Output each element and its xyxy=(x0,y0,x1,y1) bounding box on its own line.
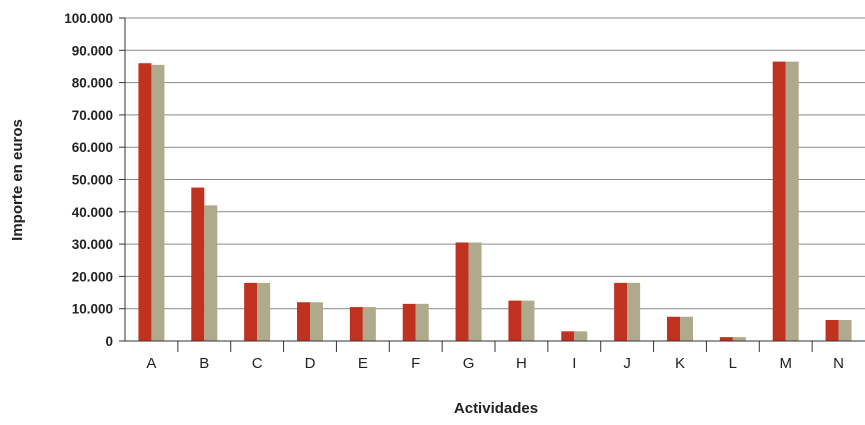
bar-h-series-1 xyxy=(508,300,522,341)
bar-c-series-2 xyxy=(257,282,271,341)
x-tick-label: A xyxy=(146,355,156,372)
y-tick-label: 100.000 xyxy=(64,11,113,26)
y-tick-label: 50.000 xyxy=(72,173,113,188)
bar-m-series-2 xyxy=(785,61,799,341)
gridlines xyxy=(125,17,865,310)
x-tick-labels: A B C D E F G H I J K L M N xyxy=(146,341,844,372)
x-tick-label: E xyxy=(358,355,368,372)
bar-h-series-2 xyxy=(521,300,535,341)
y-tick-label: 30.000 xyxy=(72,237,113,252)
x-tick-label: J xyxy=(623,355,631,372)
bar-c-series-1 xyxy=(244,282,258,341)
bar-n-series-2 xyxy=(838,320,852,341)
bar-l-series-2 xyxy=(732,337,746,341)
x-tick-label: C xyxy=(252,355,263,372)
y-tick-label: 60.000 xyxy=(72,140,113,155)
x-tick-label: M xyxy=(779,355,792,372)
y-tick-label: 80.000 xyxy=(72,76,113,91)
x-tick-label: G xyxy=(463,355,475,372)
bar-b-series-2 xyxy=(204,205,218,341)
bar-j-series-2 xyxy=(627,282,641,341)
bar-d-series-1 xyxy=(297,302,310,341)
y-tick-label: 0 xyxy=(105,334,113,349)
x-tick-label: N xyxy=(833,355,844,372)
bar-a-series-2 xyxy=(151,64,165,342)
y-tick-label: 90.000 xyxy=(72,43,113,58)
bar-e-series-1 xyxy=(349,307,363,341)
bar-n-series-1 xyxy=(825,320,839,341)
bar-f-series-2 xyxy=(415,303,429,341)
bar-m-series-1 xyxy=(772,61,786,341)
bar-j-series-1 xyxy=(614,282,628,341)
x-axis-label: Actividades xyxy=(454,400,538,417)
bar-l-series-1 xyxy=(719,337,733,341)
bar-g-series-2 xyxy=(468,242,482,341)
y-tick-label: 40.000 xyxy=(72,205,113,220)
x-tick-label: K xyxy=(675,355,685,372)
bar-i-series-1 xyxy=(561,331,575,341)
x-tick-label: B xyxy=(199,355,209,372)
bar-i-series-2 xyxy=(574,331,588,341)
x-tick-label: L xyxy=(729,355,737,372)
x-tick-label: F xyxy=(411,355,420,372)
bar-f-series-1 xyxy=(402,303,416,341)
y-tick-label: 70.000 xyxy=(72,108,113,123)
bar-k-series-1 xyxy=(667,316,680,341)
bar-g-series-1 xyxy=(455,242,469,341)
y-axis-label: Importe en euros xyxy=(9,119,26,241)
y-tick-label: 20.000 xyxy=(72,269,113,284)
x-tick-label: H xyxy=(516,355,527,372)
bar-a-series-1 xyxy=(138,63,152,341)
bar-k-series-2 xyxy=(680,316,693,341)
y-tick-labels: 0 10.000 20.000 30.000 40.000 50.000 60.000 70.… xyxy=(64,11,125,349)
x-tick-label: I xyxy=(572,355,576,372)
bar-b-series-1 xyxy=(191,187,205,341)
x-tick-label: D xyxy=(305,355,316,372)
bar-e-series-2 xyxy=(362,307,376,341)
bars xyxy=(138,61,852,342)
bar-d-series-2 xyxy=(310,302,323,341)
y-tick-label: 10.000 xyxy=(72,302,113,317)
